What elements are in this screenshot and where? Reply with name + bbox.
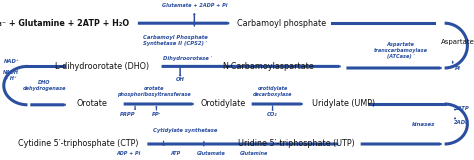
Text: Glutamate + 2ADP + Pi: Glutamate + 2ADP + Pi [162,3,227,8]
Text: N-Carbamoylaspartate: N-Carbamoylaspartate [222,62,314,71]
Text: Orotate: Orotate [77,100,108,108]
Text: 2ATP: 2ATP [455,106,470,111]
Text: Aspartate: Aspartate [440,39,474,45]
Text: CO₂: CO₂ [267,112,278,117]
Text: Glutamine: Glutamine [239,151,268,156]
Text: Orotidylate: Orotidylate [200,100,246,108]
Text: Uridine 5′-triphosphate (UTP): Uridine 5′-triphosphate (UTP) [238,140,355,148]
Text: Carbamoyl Phosphate
Synthetase II (CPS2) ʹ: Carbamoyl Phosphate Synthetase II (CPS2)… [143,35,208,46]
Text: PPᴵ: PPᴵ [152,112,161,117]
Text: Cytidine 5′-triphosphate (CTP): Cytidine 5′-triphosphate (CTP) [18,140,138,148]
Text: Pi: Pi [455,65,460,71]
Text: NADH
+ H⁺: NADH + H⁺ [2,70,18,81]
Text: ATP: ATP [170,151,181,156]
Text: Aspartate
transcarbamoylase
(ATCase) ʹ: Aspartate transcarbamoylase (ATCase) ʹ [374,42,428,59]
Text: PRPP: PRPP [120,112,136,117]
Text: Carbamoyl phosphate: Carbamoyl phosphate [237,19,327,28]
Text: NAD⁺: NAD⁺ [4,59,19,64]
Text: L-dihydroorotate (DHO): L-dihydroorotate (DHO) [55,62,149,71]
Text: kinases: kinases [411,121,435,127]
Text: orotate
phosphoribosyltransferase: orotate phosphoribosyltransferase [117,86,191,97]
Text: orotidylate
decarboxylase: orotidylate decarboxylase [253,86,292,97]
Text: 2ADF: 2ADF [454,120,470,125]
Text: Uridylate (UMP): Uridylate (UMP) [312,100,375,108]
Text: DHO
dehydrogenase: DHO dehydrogenase [23,80,66,91]
Text: Cytidylate synthetase: Cytidylate synthetase [153,128,217,133]
Text: Glutamate: Glutamate [197,151,225,156]
Text: HCO₃⁻ + Glutamine + 2ATP + H₂O: HCO₃⁻ + Glutamine + 2ATP + H₂O [0,19,129,28]
Text: OH: OH [176,77,184,82]
Text: Dihydroorotase ʹ: Dihydroorotase ʹ [163,56,212,61]
Text: ADP + Pi: ADP + Pi [116,151,140,156]
